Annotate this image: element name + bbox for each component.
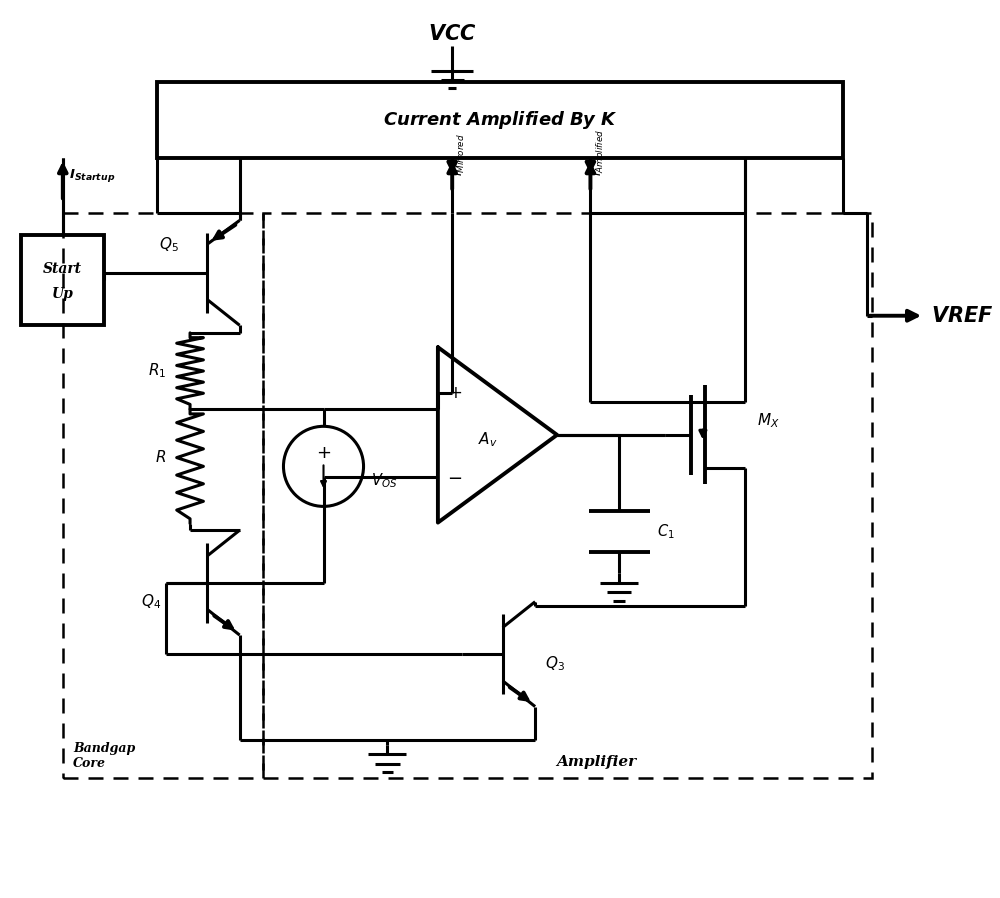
Text: $V_{OS}$: $V_{OS}$: [371, 471, 397, 490]
Bar: [63, 213, 263, 778]
Text: $\bfit{I}$$_{\bfit{Startup}}$: $\bfit{I}$$_{\bfit{Startup}}$: [69, 167, 116, 184]
Text: $\bfit{Current\ Amplified\ By\ K}$: $\bfit{Current\ Amplified\ By\ K}$: [383, 110, 617, 131]
Text: $A_v$: $A_v$: [478, 430, 498, 449]
Text: $I_{Mirrored}$: $I_{Mirrored}$: [452, 133, 467, 176]
Bar: [263, 213, 872, 778]
Bar: [21, 234, 104, 325]
Text: $I_{Amplified}$: $I_{Amplified}$: [590, 129, 607, 176]
Text: $Q_5$: $Q_5$: [159, 235, 179, 253]
Text: Amplifier: Amplifier: [556, 754, 636, 769]
Text: $\bfit{VCC}$: $\bfit{VCC}$: [428, 24, 476, 44]
Text: $C_1$: $C_1$: [657, 523, 675, 541]
Text: $+$: $+$: [316, 444, 331, 462]
Bar: [157, 83, 843, 158]
Text: $-$: $-$: [447, 468, 463, 486]
Text: $R_1$: $R_1$: [148, 362, 166, 381]
Text: $+$: $+$: [448, 383, 462, 401]
Text: Bandgap
Core: Bandgap Core: [73, 743, 135, 770]
Text: $\bfit{VREF}$: $\bfit{VREF}$: [931, 305, 993, 326]
Text: Start: Start: [43, 261, 82, 276]
Text: $Q_4$: $Q_4$: [141, 593, 161, 611]
Text: $M_X$: $M_X$: [757, 411, 780, 430]
Text: Up: Up: [52, 287, 74, 302]
Text: $Q_3$: $Q_3$: [545, 655, 565, 673]
Text: $R$: $R$: [155, 449, 166, 465]
